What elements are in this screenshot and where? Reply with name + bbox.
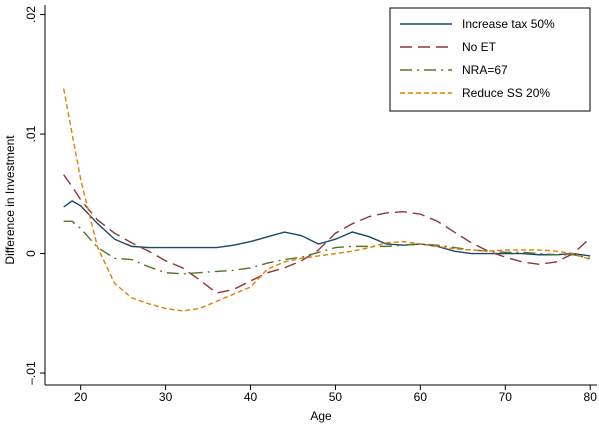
legend-label: No ET [462,40,497,54]
y-tick-label: 0 [24,250,38,257]
series-line [63,174,591,294]
series-line [63,220,591,275]
x-tick-label: 70 [499,390,513,404]
legend-label: Reduce SS 20% [462,86,550,100]
series-line [62,88,591,312]
legend-label: NRA=67 [462,63,508,77]
y-axis-title: Difference in Investment [3,135,17,265]
series-line [63,200,591,257]
x-tick-label: 80 [584,390,598,404]
x-tick-label: 60 [414,390,428,404]
legend-label: Increase tax 50% [462,17,555,31]
legend-box [389,7,591,112]
x-axis-title: Age [310,409,332,423]
x-tick-label: 40 [244,390,258,404]
x-tick-label: 30 [159,390,173,404]
y-tick-label: .01 [24,125,38,142]
x-tick-label: 20 [74,390,88,404]
y-tick-label: –.01 [24,361,38,385]
y-tick-label: .02 [24,6,38,23]
legend: Increase tax 50% No ET NRA=67 Reduce SS 20% [389,7,591,112]
x-tick-label: 50 [329,390,343,404]
